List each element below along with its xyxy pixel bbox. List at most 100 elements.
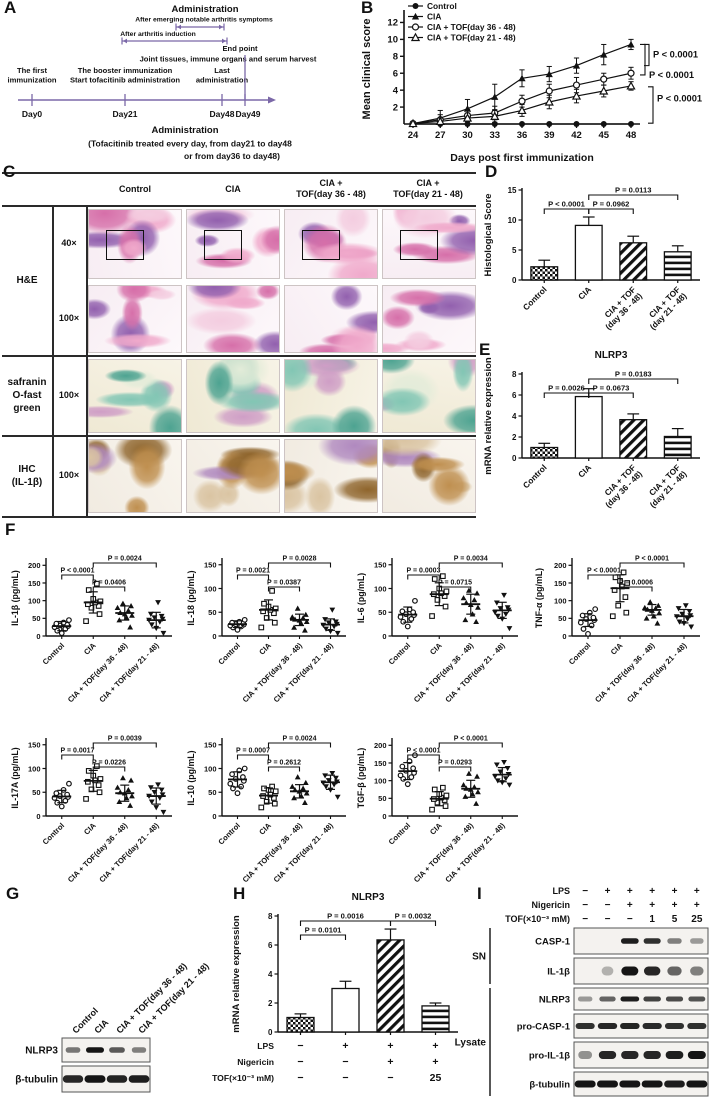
significance-label: P = 0.0293 bbox=[438, 760, 472, 767]
significance-label: P = 0.0032 bbox=[395, 912, 432, 921]
stain-label-text: H&E bbox=[16, 275, 38, 286]
bar bbox=[376, 939, 405, 1033]
x-category-label: CIA + TOF(day 36 - 48) bbox=[66, 821, 130, 885]
column-header-text: TOF(day 21 - 48) bbox=[393, 189, 463, 199]
bar bbox=[286, 1016, 315, 1033]
stain-label-he: H&E bbox=[2, 206, 52, 355]
timeline-day-label: Day49 bbox=[235, 109, 260, 119]
stim-row-value: + bbox=[672, 886, 678, 897]
y-axis-label: IL-17A (pg/mL) bbox=[10, 747, 20, 808]
x-axis-label: Days post first immunization bbox=[450, 152, 594, 164]
panel-h-nlrp3-expression-bar-chart: 0 2 4 6 8 NLRP3 mRNA relative expression P = 0.… bbox=[212, 892, 458, 1084]
blot-box bbox=[573, 957, 709, 985]
x-category-label: Control bbox=[41, 821, 66, 846]
blot-box bbox=[573, 1071, 709, 1097]
scatter-il10: 0 50 100 150 IL-10 (pg/mL) P = 0.0007 P = 0.26… bbox=[186, 736, 346, 884]
significance-label: P = 0.0034 bbox=[454, 556, 488, 563]
x-category-label: CIA + TOF(day 21 - 48) bbox=[641, 284, 689, 332]
significance-label: P = 0.0226 bbox=[92, 760, 126, 767]
stain-label-text: O-fast bbox=[12, 390, 42, 401]
y-tick-label: 50 bbox=[32, 614, 40, 623]
column-header-tof36: CIA + TOF(day 36 - 48) bbox=[282, 173, 380, 205]
y-tick-label: 50 bbox=[208, 788, 216, 797]
y-axis-label: IL-6 (pg/mL) bbox=[356, 573, 366, 623]
blot-band bbox=[62, 1075, 84, 1083]
magnification-100x-2: 100× bbox=[52, 356, 86, 435]
column-header-text: Control bbox=[119, 183, 151, 194]
blot-band bbox=[688, 996, 706, 1002]
table-border-header bbox=[2, 205, 476, 207]
scatter-il6: 0 50 100 150 IL-6 (pg/mL) P = 0.0003 P = 0.071… bbox=[356, 556, 518, 705]
blot-row-label: pro-IL-1β bbox=[529, 1051, 570, 1062]
magnified-region-outline bbox=[302, 230, 340, 260]
y-tick-label: 0 bbox=[268, 1028, 273, 1037]
timeline-last-administration: administration bbox=[196, 76, 249, 85]
significance-label: P = 0.0183 bbox=[615, 370, 652, 379]
blot-row-label: β-tubulin bbox=[529, 1080, 570, 1091]
column-header-text: CIA + bbox=[319, 178, 343, 189]
blot-row-label: NLRP3 bbox=[539, 995, 570, 1006]
table-border-group1 bbox=[2, 355, 476, 357]
stim-row-value: − bbox=[387, 1072, 393, 1084]
y-tick-label: 50 bbox=[378, 794, 386, 803]
bar bbox=[574, 395, 603, 459]
x-category-label: CIA + TOF(day 36 - 48) bbox=[412, 641, 476, 705]
x-category-label: Control bbox=[41, 641, 66, 666]
y-tick-label: 0 bbox=[36, 632, 40, 641]
x-category-label: CIA bbox=[257, 641, 273, 657]
y-tick-label: 0 bbox=[562, 632, 566, 641]
blot-band bbox=[665, 1051, 684, 1059]
significance-label: P = 0.0024 bbox=[283, 736, 317, 743]
histology-image bbox=[382, 359, 476, 433]
histology-image bbox=[88, 359, 182, 433]
x-category-label: Control bbox=[521, 284, 549, 312]
timeline-arrow1-label: After emerging notable arthritis symptom… bbox=[135, 17, 273, 24]
magnification-40x: 40× bbox=[52, 206, 86, 282]
blot-band bbox=[599, 996, 616, 1002]
bar bbox=[574, 224, 603, 281]
stim-row-value: + bbox=[432, 1040, 438, 1052]
timeline-last-administration: Last bbox=[214, 66, 230, 75]
timeline-title: Administration bbox=[171, 4, 238, 15]
stim-row-value: − bbox=[342, 1056, 348, 1068]
x-category-label: Control bbox=[387, 821, 412, 846]
histology-image bbox=[186, 439, 280, 513]
x-category-label: CIA bbox=[257, 821, 273, 837]
y-axis-label: TNF-α (pg/mL) bbox=[534, 568, 544, 628]
timeline-admin-title: Administration bbox=[151, 125, 218, 136]
column-header-control: Control bbox=[86, 173, 184, 205]
lane-label: CIA bbox=[92, 1017, 110, 1035]
blot-band bbox=[664, 1080, 685, 1088]
y-tick-label: 200 bbox=[554, 561, 567, 570]
magnification-100x-1: 100× bbox=[52, 282, 86, 355]
stim-row-label: TOF(×10⁻³ mM) bbox=[212, 1073, 274, 1083]
magnification-100x-3: 100× bbox=[52, 436, 86, 516]
stim-row-value: − bbox=[605, 914, 611, 925]
scatter-il18: 0 50 100 150 IL-18 (pg/mL) P = 0.0021 P = 0.03… bbox=[186, 556, 346, 704]
significance-label: P = 0.0006 bbox=[619, 580, 653, 587]
legend-label: Control bbox=[427, 1, 457, 11]
histology-image bbox=[284, 285, 378, 353]
blot-band bbox=[690, 938, 704, 944]
blot-band bbox=[598, 1051, 617, 1059]
stim-row-value: − bbox=[297, 1056, 303, 1068]
stim-row-value: − bbox=[297, 1072, 303, 1084]
blot-band bbox=[687, 1023, 707, 1029]
y-axis-label: Mean clinical score bbox=[361, 19, 373, 120]
table-border-top bbox=[2, 172, 476, 174]
y-tick-label: 0 bbox=[512, 454, 517, 463]
x-category-label: CIA + TOF(day 36 - 48) bbox=[593, 641, 657, 705]
magnified-region-outline bbox=[400, 230, 438, 260]
blot-band bbox=[84, 1075, 106, 1083]
x-category-label: CIA + TOF(day 21 - 48) bbox=[443, 641, 507, 705]
blot-band bbox=[128, 1075, 150, 1083]
y-tick-label: 200 bbox=[28, 561, 41, 570]
x-tick-label: 36 bbox=[517, 130, 528, 141]
y-tick-label: 12 bbox=[387, 18, 398, 29]
blot-band bbox=[620, 1023, 640, 1029]
stim-row-value: − bbox=[582, 914, 588, 925]
y-tick-label: 4 bbox=[512, 412, 517, 421]
blot-band bbox=[109, 1047, 125, 1053]
